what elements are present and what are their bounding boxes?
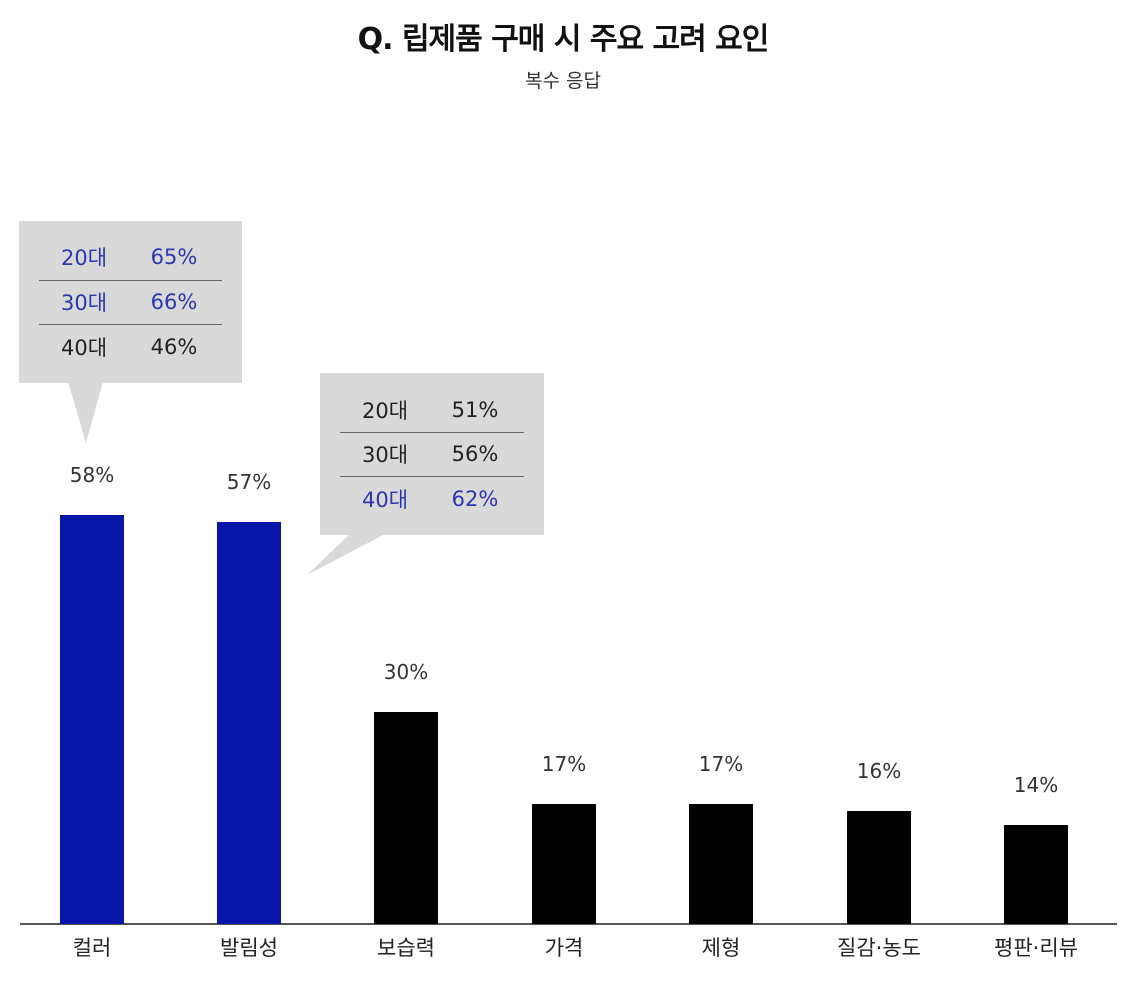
chart-subtitle: 복수 응답 xyxy=(525,70,601,92)
bar xyxy=(689,804,753,924)
callout-row: 20대 65% xyxy=(39,235,222,279)
callout-color-breakdown: 20대 65% 30대 66% 40대 46% xyxy=(19,221,242,383)
callout-row: 30대 56% xyxy=(340,432,524,476)
callout-row: 40대 46% xyxy=(39,325,222,369)
chart-title: Q. 립제품 구매 시 주요 고려 요인 xyxy=(357,22,770,57)
bar xyxy=(532,804,596,924)
age-label: 30대 xyxy=(361,443,409,467)
category-label: 컬러 xyxy=(72,936,112,960)
callout-row: 20대 51% xyxy=(340,388,524,432)
age-label: 40대 xyxy=(60,336,108,360)
age-percent: 62% xyxy=(451,487,499,511)
bar-value-label: 58% xyxy=(69,463,115,487)
divider xyxy=(39,324,222,325)
age-label: 40대 xyxy=(361,488,409,512)
category-label: 보습력 xyxy=(377,936,435,960)
bar-value-label: 17% xyxy=(541,752,587,776)
callout-pointer xyxy=(68,382,103,443)
age-percent: 56% xyxy=(451,442,499,466)
age-percent: 46% xyxy=(150,335,198,359)
callout-application-breakdown: 20대 51% 30대 56% 40대 62% xyxy=(320,373,544,535)
age-percent: 51% xyxy=(451,398,499,422)
bar xyxy=(217,522,281,924)
bar xyxy=(1004,825,1068,924)
age-label: 30대 xyxy=(60,291,108,315)
bar-value-label: 57% xyxy=(226,470,272,494)
category-label: 발림성 xyxy=(220,936,278,960)
category-label: 가격 xyxy=(544,936,584,960)
age-percent: 66% xyxy=(150,290,198,314)
category-label: 질감·농도 xyxy=(837,936,921,960)
callout-pointer xyxy=(307,534,385,575)
age-label: 20대 xyxy=(60,246,108,270)
bar xyxy=(374,712,438,924)
divider xyxy=(340,432,524,433)
callout-row: 30대 66% xyxy=(39,280,222,324)
category-label: 평판·리뷰 xyxy=(994,936,1078,960)
x-axis-line xyxy=(20,923,1117,925)
bar-value-label: 16% xyxy=(856,759,902,783)
age-label: 20대 xyxy=(361,399,409,423)
bar-value-label: 30% xyxy=(383,660,429,684)
bar xyxy=(60,515,124,924)
bar-value-label: 17% xyxy=(698,752,744,776)
bar xyxy=(847,811,911,924)
bar-value-label: 14% xyxy=(1013,773,1059,797)
category-label: 제형 xyxy=(701,936,741,960)
divider xyxy=(340,476,524,477)
divider xyxy=(39,280,222,281)
callout-row: 40대 62% xyxy=(340,477,524,521)
age-percent: 65% xyxy=(150,245,198,269)
